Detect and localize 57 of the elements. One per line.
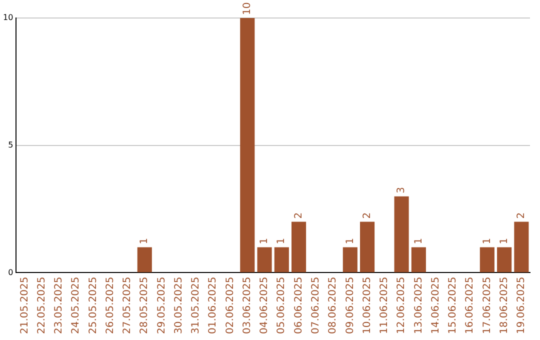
- bar: [257, 247, 272, 272]
- x-tick-label: 17.06.2025: [482, 276, 493, 334]
- data-label: 1: [482, 238, 493, 244]
- x-tick-label: 28.05.2025: [139, 276, 150, 334]
- x-tick-label: 25.05.2025: [88, 276, 99, 334]
- x-tick-label: 07.06.2025: [310, 276, 322, 334]
- x-tick-label: 13.06.2025: [413, 276, 424, 334]
- data-label: 1: [276, 238, 288, 244]
- x-tick-label: 06.06.2025: [293, 276, 304, 334]
- bar: [394, 196, 409, 272]
- x-tick-label: 16.06.2025: [464, 276, 476, 334]
- data-label: 1: [413, 238, 424, 244]
- x-tick-label: 03.06.2025: [242, 276, 253, 334]
- y-tick-label: 5: [8, 140, 14, 150]
- bar: [514, 222, 529, 272]
- data-label: 2: [516, 212, 528, 219]
- bar: [274, 247, 289, 272]
- x-tick-label: 01.06.2025: [208, 276, 219, 334]
- bar: [480, 247, 494, 272]
- data-label: 1: [259, 238, 270, 244]
- bar: [360, 222, 375, 272]
- x-tick-label: 14.06.2025: [430, 276, 442, 334]
- x-tick-label: 18.06.2025: [498, 276, 510, 334]
- bar: [240, 18, 255, 272]
- x-tick-label: 12.06.2025: [396, 276, 408, 334]
- bar: [411, 247, 426, 272]
- x-tick-label: 29.05.2025: [156, 276, 168, 334]
- data-label: 1: [344, 238, 356, 244]
- bar: [137, 247, 152, 272]
- y-tick-label: 0: [8, 268, 14, 277]
- x-tick-label: 08.06.2025: [328, 276, 339, 334]
- x-tick-label: 31.05.2025: [190, 276, 202, 334]
- x-tick-label: 26.05.2025: [104, 276, 116, 334]
- x-tick-label: 09.06.2025: [344, 276, 356, 334]
- x-tick-label: 27.05.2025: [122, 276, 134, 334]
- data-label: 1: [139, 238, 150, 244]
- data-label: 2: [362, 212, 373, 219]
- x-tick-label: 22.05.2025: [36, 276, 48, 334]
- x-tick-label: 10.06.2025: [362, 276, 373, 334]
- data-label: 1: [498, 238, 510, 244]
- bar: [497, 247, 512, 272]
- x-tick-label: 30.05.2025: [173, 276, 184, 334]
- bar: [342, 247, 358, 272]
- x-tick-label: 21.05.2025: [19, 276, 30, 334]
- x-tick-label: 23.05.2025: [54, 276, 65, 334]
- x-tick-label: 24.05.2025: [70, 276, 82, 334]
- x-tick-label: 02.06.2025: [224, 276, 236, 334]
- bar: [292, 222, 306, 272]
- x-tick-label: 11.06.2025: [379, 276, 390, 334]
- x-tick-label: 05.06.2025: [276, 276, 288, 334]
- data-label: 10: [242, 2, 253, 15]
- y-tick-label: 10: [2, 13, 14, 22]
- data-label: 2: [293, 212, 304, 219]
- x-tick-label: 04.06.2025: [259, 276, 270, 334]
- x-tick-label: 19.06.2025: [516, 276, 528, 334]
- x-tick-label: 15.06.2025: [448, 276, 459, 334]
- data-label: 3: [396, 186, 408, 194]
